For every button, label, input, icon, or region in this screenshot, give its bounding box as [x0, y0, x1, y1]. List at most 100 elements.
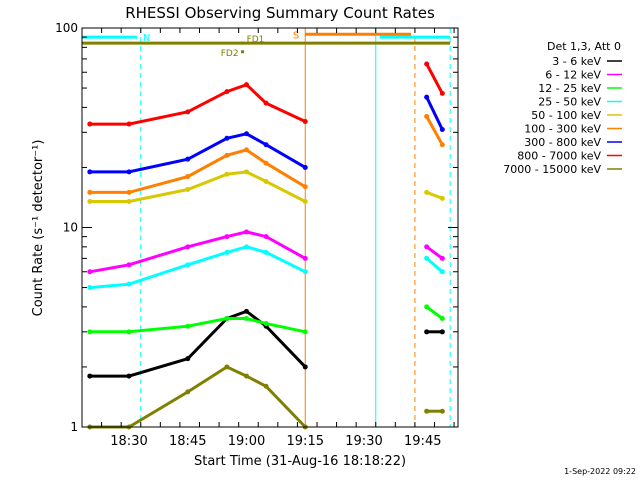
date-stamp: 1-Sep-2022 09:22 — [564, 467, 636, 476]
marker-label-1: FD1 — [247, 35, 265, 45]
series-line-segment-2 — [425, 115, 444, 146]
data-point — [424, 244, 430, 250]
data-point — [185, 262, 191, 268]
data-point — [185, 389, 191, 395]
data-point — [126, 329, 132, 335]
x-axis-label: Start Time (31-Aug-16 18:18:22) — [194, 454, 406, 469]
data-point — [424, 114, 430, 120]
data-point — [126, 121, 132, 127]
data-point — [439, 142, 445, 148]
data-point — [439, 126, 445, 132]
data-point — [244, 244, 249, 250]
legend-label: 100 - 300 keV — [524, 123, 601, 136]
axis-layer: 1 10 100 18:30 18:45 19:00 19:15 19:30 19:45 — [55, 21, 458, 449]
data-point — [424, 304, 430, 310]
data-point — [244, 315, 249, 321]
data-point — [263, 249, 269, 255]
data-point — [185, 244, 191, 250]
flag-bar-label: N — [143, 33, 150, 44]
series-50-100-kev — [87, 169, 445, 204]
data-point — [302, 164, 308, 170]
x-tick-label: 19:00 — [228, 434, 265, 449]
data-point — [126, 262, 132, 268]
data-point — [87, 329, 93, 335]
legend-label: 800 - 7000 keV — [517, 150, 601, 163]
data-point — [224, 234, 230, 240]
data-point — [424, 408, 430, 414]
data-point — [224, 152, 230, 158]
data-point — [224, 135, 230, 141]
x-tick-label: 19:15 — [287, 434, 324, 449]
series-line-segment-2 — [425, 257, 444, 273]
chart-title: RHESSI Observing Summary Count Rates — [125, 4, 435, 22]
series-25-50-kev — [87, 244, 445, 291]
legend-label: 25 - 50 keV — [538, 96, 601, 109]
data-point — [126, 198, 132, 204]
data-point — [302, 255, 308, 261]
data-point — [87, 121, 93, 127]
data-point — [263, 383, 269, 389]
legend-label: 12 - 25 keV — [538, 82, 601, 95]
data-point — [439, 195, 445, 201]
data-point — [302, 269, 308, 275]
data-point — [126, 373, 132, 379]
data-point — [439, 315, 445, 321]
data-point — [185, 187, 191, 193]
data-point — [244, 131, 249, 137]
data-point — [439, 90, 445, 96]
data-point — [87, 169, 93, 175]
overlay-layer: N S FD1 FD2 — [82, 30, 451, 59]
y-tick-label: 100 — [55, 21, 78, 35]
data-point — [439, 408, 445, 414]
data-point — [224, 364, 230, 370]
data-point — [263, 100, 269, 106]
data-point — [263, 160, 269, 166]
legend-title: Det 1,3, Att 0 — [547, 40, 621, 53]
legend-label: 7000 - 15000 keV — [503, 163, 601, 176]
marker-label-2: FD2 — [221, 49, 239, 59]
data-point — [424, 329, 430, 335]
series-6-12-kev — [87, 229, 445, 275]
data-point — [439, 329, 445, 335]
legend-label: 6 - 12 keV — [545, 69, 601, 82]
data-point — [244, 373, 249, 379]
y-tick-label: 10 — [63, 221, 78, 235]
data-point — [224, 171, 230, 177]
data-point — [126, 281, 132, 287]
data-point — [263, 142, 269, 148]
marker-point-1 — [241, 41, 245, 45]
data-point — [87, 269, 93, 275]
data-point — [439, 255, 445, 261]
data-point — [126, 189, 132, 195]
series-line-segment-2 — [425, 63, 444, 95]
x-tick-label: 18:45 — [169, 434, 206, 449]
data-point — [263, 234, 269, 240]
marker-point-2 — [241, 50, 245, 54]
data-point — [185, 323, 191, 329]
series-line-segment-2 — [425, 305, 444, 320]
data-point — [87, 373, 93, 379]
data-point — [224, 315, 230, 321]
data-point — [424, 61, 430, 67]
series-line-segment-2 — [425, 96, 444, 131]
data-point — [244, 169, 249, 175]
data-point — [185, 356, 191, 362]
data-point — [263, 321, 269, 327]
data-point — [302, 364, 308, 370]
x-tick-label: 19:30 — [345, 434, 382, 449]
data-point — [302, 329, 308, 335]
series-800-7000-kev — [87, 61, 445, 127]
data-point — [439, 269, 445, 275]
x-tick-label: 18:30 — [110, 434, 147, 449]
data-point — [185, 109, 191, 115]
data-point — [244, 147, 249, 153]
data-point — [185, 156, 191, 162]
series-100-300-kev — [87, 114, 445, 195]
data-point — [424, 255, 430, 261]
legend-label: 50 - 100 keV — [531, 109, 601, 122]
data-point — [424, 94, 430, 100]
data-point — [87, 198, 93, 204]
legend-label: 3 - 6 keV — [552, 55, 601, 68]
